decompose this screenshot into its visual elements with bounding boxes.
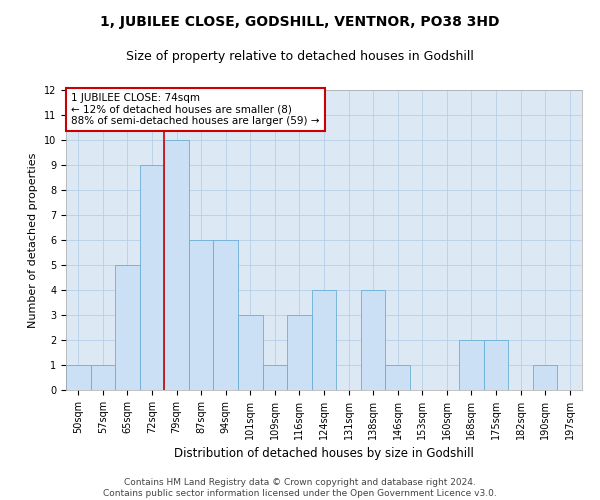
Bar — [459, 340, 484, 390]
Text: Contains HM Land Registry data © Crown copyright and database right 2024.
Contai: Contains HM Land Registry data © Crown c… — [103, 478, 497, 498]
Bar — [214, 240, 238, 390]
X-axis label: Distribution of detached houses by size in Godshill: Distribution of detached houses by size … — [174, 448, 474, 460]
Bar — [287, 315, 312, 390]
Bar — [66, 365, 91, 390]
Bar — [484, 340, 508, 390]
Bar — [140, 165, 164, 390]
Text: Size of property relative to detached houses in Godshill: Size of property relative to detached ho… — [126, 50, 474, 63]
Bar — [189, 240, 214, 390]
Text: 1 JUBILEE CLOSE: 74sqm
← 12% of detached houses are smaller (8)
88% of semi-deta: 1 JUBILEE CLOSE: 74sqm ← 12% of detached… — [71, 93, 320, 126]
Bar — [533, 365, 557, 390]
Bar — [263, 365, 287, 390]
Bar — [385, 365, 410, 390]
Bar — [115, 265, 140, 390]
Bar — [91, 365, 115, 390]
Bar — [361, 290, 385, 390]
Y-axis label: Number of detached properties: Number of detached properties — [28, 152, 38, 328]
Bar — [312, 290, 336, 390]
Bar — [164, 140, 189, 390]
Text: 1, JUBILEE CLOSE, GODSHILL, VENTNOR, PO38 3HD: 1, JUBILEE CLOSE, GODSHILL, VENTNOR, PO3… — [100, 15, 500, 29]
Bar — [238, 315, 263, 390]
